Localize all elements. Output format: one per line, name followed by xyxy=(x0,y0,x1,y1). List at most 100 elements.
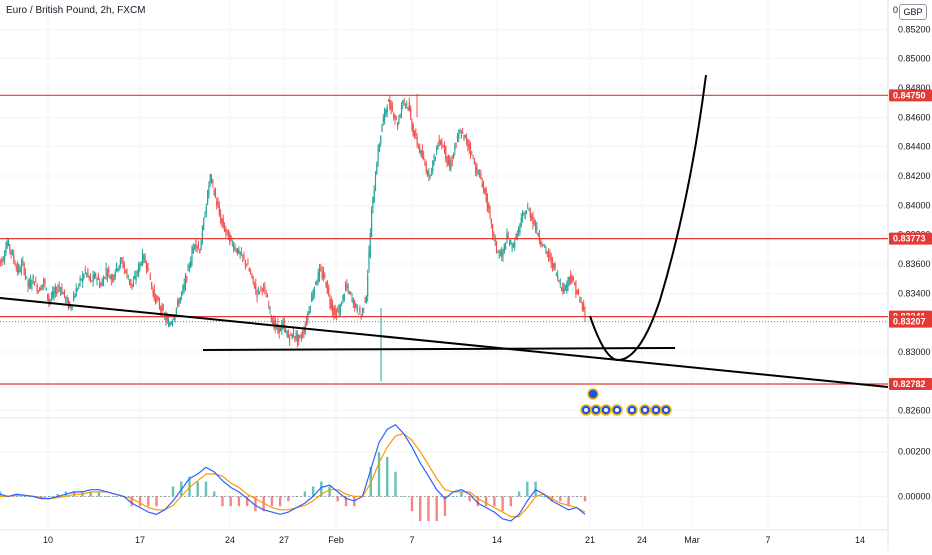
candle-body xyxy=(22,260,24,263)
candle-body xyxy=(227,230,230,240)
histogram-bar xyxy=(443,496,447,517)
candle-body xyxy=(210,177,213,179)
candle-body xyxy=(295,334,297,338)
candle-body xyxy=(507,236,509,239)
candle-body xyxy=(505,246,507,249)
candle-body xyxy=(272,321,274,325)
candle-body xyxy=(390,102,392,113)
candle-body xyxy=(421,149,423,159)
candle-body xyxy=(498,251,500,254)
candle-body xyxy=(27,279,29,287)
candle-body xyxy=(278,326,280,334)
histogram-bar xyxy=(155,496,158,507)
y-tick-label: 0.84000 xyxy=(898,200,931,210)
candle-body xyxy=(482,184,485,189)
candle-body xyxy=(286,333,288,335)
x-tick-label: Mar xyxy=(684,535,700,545)
candle-body xyxy=(553,263,555,268)
candle-body xyxy=(515,234,517,238)
candle-body xyxy=(190,261,192,268)
candle-body xyxy=(528,209,530,211)
candle-body xyxy=(563,288,565,293)
candle-body xyxy=(105,268,107,275)
histogram-bar xyxy=(320,481,323,497)
candle-body xyxy=(274,320,276,328)
candle-body xyxy=(393,113,395,118)
candle-body xyxy=(6,241,8,248)
candle-body xyxy=(454,146,456,151)
candle-body xyxy=(260,286,262,288)
candle-body xyxy=(549,253,551,257)
candle-body xyxy=(15,267,17,269)
y-tick-label: 0.84800 xyxy=(898,83,931,93)
candle-body xyxy=(413,133,416,137)
candle-body xyxy=(365,295,367,303)
candle-body xyxy=(356,306,358,312)
candle-body xyxy=(523,213,525,214)
osc-tick-label: 0.00200 xyxy=(898,447,931,457)
event-flag-dot xyxy=(594,408,598,412)
candle-body xyxy=(270,315,272,320)
candle-body xyxy=(367,275,369,297)
candle-body xyxy=(17,263,19,273)
candle-body xyxy=(52,291,54,298)
candle-body xyxy=(503,244,505,252)
candle-body xyxy=(109,278,111,279)
candle-body xyxy=(350,291,352,294)
candle-body xyxy=(233,245,235,250)
level-badge xyxy=(889,89,932,102)
candle-body xyxy=(357,314,360,315)
histogram-bar xyxy=(270,496,274,507)
candle-body xyxy=(288,338,291,341)
candle-body xyxy=(501,251,503,256)
candle-body xyxy=(394,115,396,120)
candle-body xyxy=(99,281,101,287)
histogram-bar xyxy=(147,496,150,507)
candle-body xyxy=(559,283,561,285)
histogram-bar xyxy=(419,496,422,522)
x-tick-label: 24 xyxy=(637,535,647,545)
candle-body xyxy=(223,224,226,231)
candle-body xyxy=(381,125,383,132)
candle-body xyxy=(200,242,202,251)
candle-body xyxy=(138,265,140,275)
candle-body xyxy=(144,258,146,263)
candle-body xyxy=(463,134,465,139)
histogram-bar xyxy=(386,456,389,497)
histogram-bar xyxy=(476,496,480,507)
candle-body xyxy=(334,307,336,315)
candle-body xyxy=(121,259,123,260)
candle-body xyxy=(95,273,97,278)
histogram-bar xyxy=(336,496,340,502)
candle-body xyxy=(285,329,287,333)
candle-body xyxy=(261,289,263,291)
candle-body xyxy=(555,274,557,276)
candle-body xyxy=(511,243,513,247)
currency-unit-button[interactable]: GBP xyxy=(899,4,927,20)
candle-body xyxy=(50,297,53,298)
candle-body xyxy=(514,242,516,248)
candle-body xyxy=(326,280,328,293)
candle-body xyxy=(88,275,90,279)
candle-body xyxy=(575,281,577,294)
candle-body xyxy=(423,155,425,159)
candle-body xyxy=(302,333,304,335)
candle-body xyxy=(184,277,187,287)
candle-body xyxy=(541,244,543,247)
candle-body xyxy=(370,210,373,237)
candle-body xyxy=(385,109,387,115)
candle-body xyxy=(570,274,572,283)
histogram-bar xyxy=(278,496,282,507)
candle-body xyxy=(566,283,568,292)
candle-body xyxy=(114,272,116,277)
candle-body xyxy=(230,235,232,240)
level-badge-label: 0.83773 xyxy=(893,234,926,244)
candle-body xyxy=(364,300,366,302)
unit-prefix: 0. xyxy=(893,5,901,15)
candle-body xyxy=(438,139,440,144)
candle-body xyxy=(238,248,240,254)
candle-body xyxy=(89,276,92,280)
histogram-bar xyxy=(204,481,208,497)
histogram-bar xyxy=(221,496,224,507)
